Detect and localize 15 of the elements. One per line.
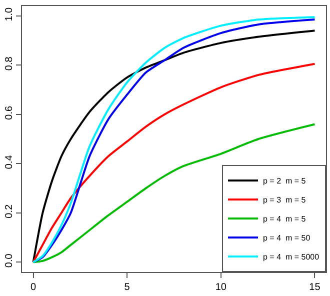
x-tick-label: 5 (124, 282, 130, 293)
y-tick-label: 0.2 (4, 204, 15, 218)
x-tick-label: 0 (30, 282, 36, 293)
legend-label: p = 4 m = 50 (263, 234, 311, 243)
y-tick-label: 1.0 (4, 6, 15, 22)
x-tick-label: 15 (309, 282, 321, 293)
legend-label: p = 3 m = 5 (263, 196, 306, 205)
x-tick-label: 10 (215, 282, 227, 293)
legend-label: p = 4 m = 5 (263, 214, 306, 224)
legend-label: p = 4 m = 5000 (263, 252, 320, 262)
y-tick-label: 0.8 (4, 56, 15, 71)
y-tick-label: 0.4 (4, 154, 15, 170)
y-tick-label: 0.0 (4, 253, 15, 268)
legend-label: p = 2 m = 5 (263, 176, 306, 186)
y-tick-label: 0.6 (4, 105, 15, 120)
